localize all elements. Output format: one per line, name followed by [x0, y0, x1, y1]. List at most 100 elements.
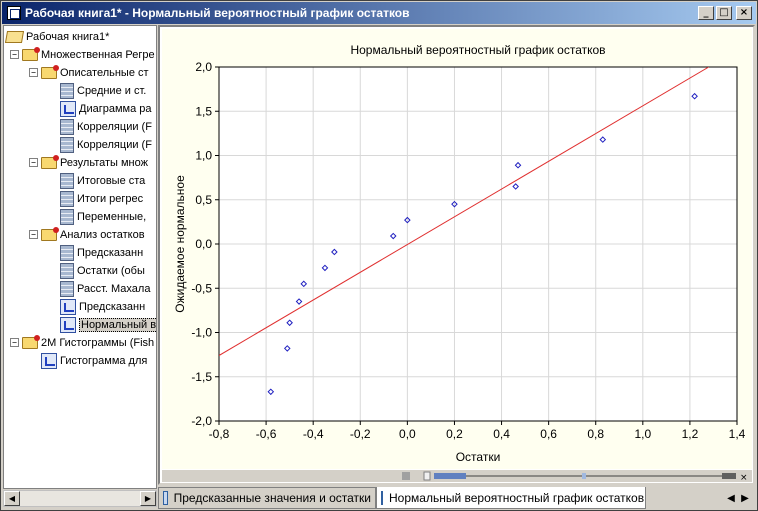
- tree-item[interactable]: Диаграмма ра: [48, 100, 152, 117]
- chart-icon: [41, 352, 57, 369]
- folder-open-icon: [4, 30, 25, 43]
- tree-item[interactable]: − Результаты множ: [29, 154, 148, 171]
- tree-item[interactable]: − Множественная Регре: [10, 46, 155, 63]
- x-tick-label: 1,4: [729, 427, 746, 441]
- data-point: [321, 264, 329, 272]
- tree-item-label: Итоговые ста: [77, 174, 146, 187]
- graph-toolbar-controls: ×: [402, 471, 748, 483]
- tree-item-label: Гистограмма для: [60, 354, 148, 367]
- tree-item-label: Предсказанн: [79, 300, 146, 313]
- close-button[interactable]: ×: [736, 6, 752, 20]
- zoom-out-icon: [402, 472, 410, 480]
- tree-item-label: Итоги регрес: [77, 192, 144, 205]
- tree-item[interactable]: Остатки (обы: [48, 262, 145, 279]
- table-icon: [60, 172, 74, 189]
- table-icon: [60, 244, 74, 261]
- data-point: [599, 136, 607, 143]
- tree-item[interactable]: Расст. Махала: [48, 280, 150, 297]
- tree-item[interactable]: Переменные,: [48, 208, 146, 225]
- data-point: [331, 248, 338, 256]
- y-tick-label: 1,0: [195, 149, 212, 163]
- collapse-toggle-icon[interactable]: −: [29, 230, 38, 239]
- tree-item[interactable]: Итоги регрес: [48, 190, 143, 207]
- workbook-tree[interactable]: Рабочая книга1* − Множественная Регре − Опис…: [3, 25, 157, 489]
- y-tick-label: -2,0: [191, 414, 212, 428]
- tree-item-label: Анализ остатков: [60, 228, 145, 241]
- x-tick-label: 0,8: [587, 427, 604, 441]
- zoom-level-icon: [434, 473, 466, 479]
- collapse-toggle-icon[interactable]: −: [10, 50, 19, 59]
- tab-predicted-values[interactable]: Предсказанные значения и остатки: [158, 487, 376, 509]
- scroll-left-button[interactable]: ◀: [4, 491, 20, 506]
- chart-title: Нормальный вероятностный график остатков: [350, 43, 605, 57]
- table-icon: [60, 280, 74, 297]
- data-point: [389, 232, 397, 240]
- tree-item[interactable]: Нормальный в: [48, 316, 157, 333]
- folder-icon: [41, 64, 59, 79]
- data-point: [267, 388, 275, 396]
- tree-item-label: Переменные,: [77, 210, 147, 223]
- chart-icon: [60, 298, 76, 315]
- y-tick-label: -1,0: [191, 326, 212, 340]
- tree-item[interactable]: Предсказанн: [48, 244, 143, 261]
- collapse-toggle-icon[interactable]: −: [29, 158, 38, 167]
- table-icon: [60, 82, 74, 99]
- tree-item[interactable]: − Анализ остатков: [29, 226, 145, 243]
- tree-horizontal-scrollbar[interactable]: ◀ ▶: [3, 490, 157, 507]
- x-tick-label: 1,0: [634, 427, 651, 441]
- title-bar[interactable]: Рабочая книга1* - Нормальный вероятностн…: [2, 2, 756, 24]
- chart-icon: [60, 316, 76, 333]
- tab-label: Предсказанные значения и остатки: [173, 491, 371, 505]
- tree-item-label: Диаграмма ра: [79, 102, 152, 115]
- tree-item-label: Результаты множ: [60, 156, 148, 169]
- folder-icon: [22, 46, 40, 61]
- data-point: [691, 92, 698, 100]
- tree-item-label: Корреляции (F: [77, 120, 152, 133]
- tree-item[interactable]: Предсказанн: [48, 298, 145, 315]
- data-point: [451, 200, 458, 208]
- tree-item[interactable]: Средние и ст.: [48, 82, 146, 99]
- x-tick-label: -0,4: [303, 427, 324, 441]
- maximize-button[interactable]: □: [716, 6, 732, 20]
- tree-item[interactable]: Рабочая книга1*: [4, 28, 109, 45]
- y-tick-label: 0,0: [195, 237, 212, 251]
- data-point: [295, 298, 303, 305]
- fit-line: [219, 67, 709, 356]
- tab-scroll-left-icon[interactable]: ◀: [727, 492, 735, 504]
- y-tick-label: -1,5: [191, 370, 212, 384]
- window-title: Рабочая книга1* - Нормальный вероятностн…: [25, 6, 410, 20]
- data-point: [283, 345, 291, 352]
- collapse-toggle-icon[interactable]: −: [29, 68, 38, 77]
- scroll-right-button[interactable]: ▶: [140, 491, 156, 506]
- tree-item[interactable]: Итоговые ста: [48, 172, 145, 189]
- y-tick-label: 2,0: [195, 60, 212, 74]
- tree-item[interactable]: Корреляции (F: [48, 136, 152, 153]
- data-point: [512, 183, 519, 190]
- table-icon: [60, 208, 74, 225]
- tree-item-label: Нормальный в: [79, 317, 157, 332]
- x-tick-label: 1,2: [682, 427, 699, 441]
- collapse-toggle-icon[interactable]: −: [10, 338, 19, 347]
- x-tick-label: 0,6: [540, 427, 557, 441]
- normal-probability-plot[interactable]: -0,8 -0,6 -0,4 -0,2 0,0 0,2 0,4 0,6 0,8 1,0 1,2 1,4…: [162, 29, 752, 469]
- tree-item[interactable]: − Описательные ст: [29, 64, 149, 81]
- table-icon: [60, 262, 74, 279]
- data-point: [404, 216, 411, 224]
- graph-scroll-toolbar[interactable]: ×: [162, 470, 752, 483]
- collapse-icon: ×: [740, 473, 748, 482]
- workbook-icon: [7, 6, 21, 20]
- y-tick-label: -0,5: [191, 281, 212, 295]
- tree-item[interactable]: Корреляции (F: [48, 118, 152, 135]
- tree-item[interactable]: Гистограмма для: [29, 352, 147, 369]
- tab-normal-probability-plot[interactable]: Нормальный вероятностный график остатков: [376, 487, 646, 509]
- tab-scroll-right-icon[interactable]: ▶: [741, 492, 749, 504]
- graph-area[interactable]: -0,8 -0,6 -0,4 -0,2 0,0 0,2 0,4 0,6 0,8 1,0 1,2 1,4…: [162, 29, 752, 469]
- table-icon: [60, 190, 74, 207]
- x-tick-label: 0,4: [493, 427, 510, 441]
- tree-item[interactable]: − 2М Гистограммы (Fish: [10, 334, 154, 351]
- folder-icon: [22, 334, 40, 349]
- folder-icon: [41, 154, 59, 169]
- table-icon: [60, 136, 74, 153]
- minimize-button[interactable]: _: [698, 6, 714, 20]
- folder-icon: [41, 226, 59, 241]
